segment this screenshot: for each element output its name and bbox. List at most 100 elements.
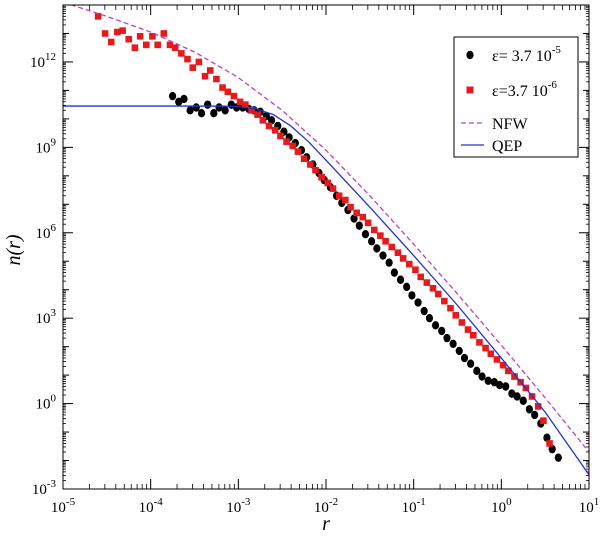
data-point-circle bbox=[484, 376, 492, 386]
data-point-circle bbox=[180, 94, 188, 104]
legend-box bbox=[453, 36, 579, 158]
data-point-square bbox=[160, 30, 168, 37]
data-point-square bbox=[505, 367, 512, 375]
legend-label: NFW bbox=[492, 116, 528, 133]
data-point-square bbox=[294, 148, 302, 155]
data-point-square bbox=[341, 196, 349, 204]
data-point-square bbox=[312, 166, 319, 174]
data-point-circle bbox=[455, 346, 463, 356]
data-point-circle bbox=[232, 103, 241, 112]
data-point-square bbox=[171, 44, 179, 52]
data-point-circle bbox=[460, 353, 469, 363]
data-point-circle bbox=[443, 333, 451, 343]
data-point-square bbox=[271, 126, 279, 134]
data-point-square bbox=[447, 304, 454, 312]
nfw-curve bbox=[69, 5, 589, 453]
data-point-square bbox=[405, 260, 413, 268]
data-point-square bbox=[224, 88, 232, 96]
data-point-square bbox=[417, 273, 424, 281]
data-point-circle bbox=[478, 372, 486, 381]
data-point-circle bbox=[543, 433, 551, 442]
data-point-circle bbox=[268, 116, 276, 125]
data-point-circle bbox=[373, 244, 381, 253]
data-point-square bbox=[359, 213, 367, 221]
data-point-circle bbox=[525, 405, 533, 414]
data-point-circle bbox=[414, 298, 422, 307]
data-point-circle bbox=[548, 444, 556, 454]
data-point-square bbox=[107, 38, 115, 46]
data-point-square bbox=[464, 326, 472, 333]
x-tick-label: 10-3 bbox=[226, 496, 251, 516]
data-point-square bbox=[540, 417, 547, 424]
data-point-circle bbox=[467, 359, 475, 368]
data-point-square bbox=[499, 361, 507, 369]
data-point-square bbox=[487, 350, 495, 358]
data-point-circle bbox=[221, 106, 229, 115]
x-tick-label: 100 bbox=[491, 496, 512, 516]
data-point-square bbox=[511, 373, 518, 380]
data-point-square bbox=[423, 279, 431, 286]
series-qep bbox=[63, 105, 589, 476]
data-point-square bbox=[201, 72, 209, 80]
x-tick-label: 101 bbox=[579, 496, 600, 516]
data-point-circle bbox=[420, 306, 428, 316]
x-axis-label: r bbox=[322, 513, 330, 535]
data-point-square bbox=[189, 64, 197, 71]
series-eps-3.7e-6 bbox=[94, 13, 553, 447]
data-point-square bbox=[347, 203, 354, 211]
data-point-circle bbox=[396, 275, 405, 284]
data-point-square bbox=[101, 30, 109, 37]
legend-entry: ε= 3.7 10-5 bbox=[466, 44, 561, 65]
data-point-square bbox=[283, 138, 290, 145]
data-point-square bbox=[142, 41, 150, 49]
data-point-circle bbox=[425, 313, 434, 323]
data-point-circle bbox=[367, 237, 376, 246]
data-point-square bbox=[114, 28, 121, 36]
data-point-circle bbox=[403, 282, 411, 292]
data-point-square bbox=[242, 101, 249, 108]
data-point-square bbox=[300, 155, 308, 163]
data-point-square bbox=[230, 92, 238, 100]
x-tick-labels: 10-5 10-4 10-3 10-2 10-1 100 101 bbox=[51, 496, 599, 516]
data-point-circle bbox=[519, 396, 527, 405]
data-point-square bbox=[136, 33, 144, 40]
legend-circle-icon bbox=[466, 50, 474, 60]
data-point-circle bbox=[513, 392, 521, 401]
legend-square-icon bbox=[466, 86, 474, 94]
x-tick-label: 10-1 bbox=[402, 496, 426, 516]
legend-label: ε= 3.7 10-5 bbox=[492, 44, 561, 65]
data-point-square bbox=[154, 41, 161, 49]
data-point-square bbox=[388, 243, 396, 251]
series-nfw bbox=[69, 5, 589, 453]
data-point-square bbox=[236, 98, 244, 106]
y-tick-label: 100 bbox=[36, 393, 57, 413]
data-point-circle bbox=[168, 91, 177, 101]
data-point-square bbox=[277, 132, 284, 140]
data-point-circle bbox=[390, 268, 398, 277]
y-tick-label: 103 bbox=[36, 307, 57, 327]
data-point-square bbox=[364, 219, 372, 227]
data-point-square bbox=[534, 403, 542, 410]
data-point-square bbox=[394, 249, 402, 256]
y-tick-label: 106 bbox=[36, 222, 57, 242]
data-point-circle bbox=[192, 103, 200, 112]
data-point-circle bbox=[473, 366, 481, 376]
data-point-square bbox=[125, 35, 133, 43]
data-point-square bbox=[195, 58, 203, 66]
data-point-square bbox=[412, 266, 419, 274]
legend-label: QEP bbox=[492, 138, 522, 155]
data-point-circle bbox=[379, 251, 387, 260]
data-point-square bbox=[452, 312, 460, 319]
plot-frame bbox=[62, 4, 590, 490]
data-point-square bbox=[254, 111, 261, 118]
data-point-square bbox=[429, 284, 437, 292]
x-tick-label: 10-2 bbox=[314, 496, 338, 516]
data-point-circle bbox=[361, 229, 370, 239]
data-point-circle bbox=[385, 258, 393, 267]
data-point-circle bbox=[186, 106, 194, 115]
data-point-square bbox=[306, 161, 314, 168]
data-point-circle bbox=[449, 339, 457, 348]
data-point-square bbox=[248, 107, 255, 114]
legend-label: ε=3.7 10-6 bbox=[492, 79, 557, 100]
